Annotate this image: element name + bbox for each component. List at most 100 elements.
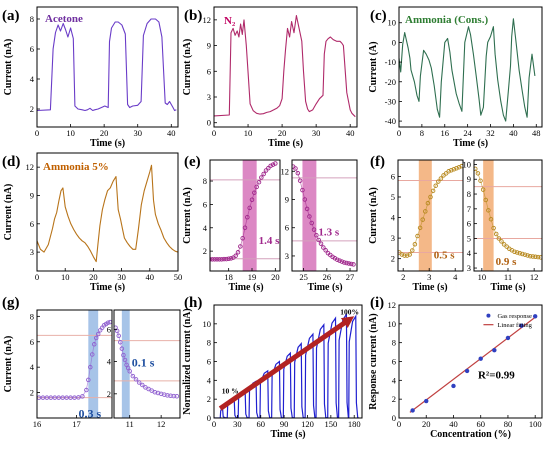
- data-point-12: [316, 237, 321, 243]
- x-tick-label: 60: [476, 419, 485, 429]
- data-point-11: [130, 373, 136, 379]
- legend-label-2: Linear fitting: [497, 322, 532, 329]
- data-point-4: [214, 257, 220, 262]
- data-point-27: [268, 163, 273, 169]
- y-tick-label: 0: [392, 37, 396, 47]
- data-point-4: [464, 368, 470, 374]
- y-tick-label: 6: [203, 199, 207, 209]
- series-line-steps: [214, 312, 360, 418]
- plot-area: [210, 160, 280, 271]
- plot-frame: [291, 159, 358, 272]
- data-point-1: [410, 408, 415, 413]
- y-tick-label: 4: [467, 248, 472, 258]
- series-line: [399, 18, 536, 122]
- response-window-band: [483, 160, 494, 271]
- data-point-14: [430, 188, 436, 194]
- plot-area: [37, 310, 112, 418]
- trend-arrow-shaft: [218, 318, 350, 411]
- data-point-21: [449, 168, 454, 173]
- y-tick-label: 6: [392, 357, 396, 367]
- plot-area: [114, 310, 180, 418]
- data-point-23: [530, 254, 536, 259]
- y-tick-label: 3: [207, 92, 211, 102]
- x-tick-label: 40: [509, 128, 518, 138]
- panel-label: (i): [370, 295, 384, 311]
- plot-frame: [397, 159, 464, 272]
- plot-frame: [113, 309, 181, 419]
- data-point-27: [351, 262, 356, 267]
- plot-area: [37, 18, 177, 112]
- panel-title: N₂: [224, 15, 236, 27]
- x-tick-label: 2: [401, 272, 405, 282]
- data-point-22: [339, 259, 345, 264]
- data-point-8: [307, 214, 312, 219]
- data-point-2: [475, 171, 481, 176]
- x-tick-label: 8: [420, 128, 424, 138]
- x-tick-label: 30: [133, 128, 142, 138]
- x-tick-label: 30: [233, 419, 242, 429]
- plot-frame: [209, 159, 281, 272]
- x-tick-label: 40: [346, 128, 355, 138]
- x-tick-label: 16: [441, 128, 450, 138]
- data-point-15: [323, 248, 328, 253]
- x-tick-label: 0: [35, 272, 39, 282]
- response-time-annotation: 0.1 s: [132, 355, 155, 369]
- panel-f1: 2 3 4 2 3 4 5 6 Time (s) Current (nA) (f) 0.5 s: [368, 154, 464, 293]
- x-axis-label: Time (s): [453, 138, 488, 149]
- data-point-12: [425, 200, 431, 206]
- data-point-2: [399, 252, 405, 257]
- x-tick-label: 40: [167, 128, 176, 138]
- data-point-3: [212, 257, 217, 262]
- y-tick-label: 2: [203, 246, 207, 256]
- panel-label: (a): [2, 8, 20, 24]
- plot-area: [214, 15, 356, 118]
- data-point-26: [266, 165, 271, 171]
- x-axis-label: Time (s): [270, 429, 305, 440]
- y-axis-label: Current (nA): [3, 184, 14, 241]
- data-point-20: [335, 257, 340, 262]
- y-tick-label: 12: [203, 15, 212, 25]
- data-point-13: [235, 250, 241, 255]
- plot-frame: [36, 309, 113, 419]
- data-point-6: [302, 197, 308, 202]
- data-point-29: [273, 161, 278, 166]
- y-tick-label: -20: [385, 77, 396, 87]
- data-point-5: [217, 257, 222, 262]
- data-point-10: [311, 227, 317, 232]
- x-axis-label: Concentration (%): [430, 429, 511, 440]
- data-point-11: [499, 239, 504, 244]
- data-point-7: [221, 256, 227, 262]
- y-tick-label: 8: [203, 176, 207, 186]
- x-tick-label: 0: [212, 128, 216, 138]
- response-time-annotation: 0.5 s: [434, 250, 456, 262]
- response-time-annotation: 0.9 s: [496, 256, 517, 268]
- data-point-14: [321, 245, 326, 250]
- data-point-8: [415, 233, 420, 239]
- panel-label: (d): [2, 154, 20, 170]
- x-tick-label: 0: [212, 419, 216, 429]
- data-point-17: [91, 342, 97, 347]
- y-tick-label: 2: [392, 394, 396, 404]
- y-axis-label: Current (nA): [182, 39, 193, 96]
- data-point-13: [84, 387, 89, 393]
- data-point-6: [121, 352, 126, 358]
- plot-area: [37, 164, 178, 263]
- data-point-4: [404, 253, 410, 258]
- data-point-17: [245, 215, 250, 220]
- data-point-5: [483, 197, 489, 203]
- data-point-10: [228, 256, 234, 261]
- data-point-4: [480, 187, 486, 192]
- data-point-7: [122, 357, 128, 363]
- plot-area: [474, 160, 542, 271]
- x-tick-label: 150: [324, 419, 337, 429]
- data-point-4: [118, 339, 123, 345]
- y-tick-label: 10: [388, 18, 397, 28]
- data-point-18: [517, 250, 523, 256]
- y-tick-label: 6: [30, 337, 34, 347]
- linear-fit-line: [409, 316, 536, 413]
- data-point-24: [105, 320, 111, 325]
- data-point-25: [263, 168, 269, 173]
- r-squared-annotation: R²=0.99: [478, 369, 515, 381]
- panel-e2: 25 26 27 3 6 9 12 Time (s) 1.3 s: [281, 159, 358, 293]
